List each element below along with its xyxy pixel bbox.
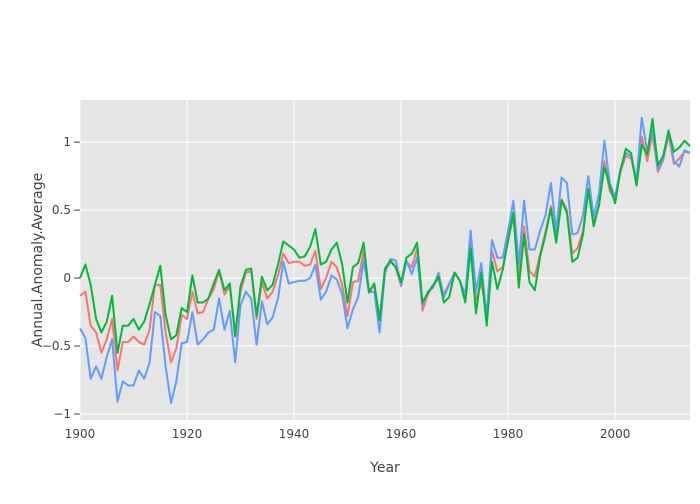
y-tick-label: −0.5 (42, 339, 71, 353)
x-tick-label: 1960 (386, 427, 417, 441)
x-tick-label: 1940 (279, 427, 310, 441)
y-tick-label: 1 (63, 135, 71, 149)
y-axis-ticks: −1 −0.5 0 0.5 1 (42, 135, 80, 421)
series-lines (79, 116, 691, 405)
x-tick-label: 1920 (172, 427, 203, 441)
x-axis-ticks: 1900 1920 1940 1960 1980 2000 (65, 427, 631, 441)
y-tick-label: 0 (63, 271, 71, 285)
y-axis-title: Annual.Anomaly.Average (30, 173, 46, 347)
x-axis-title: Year (369, 460, 400, 476)
y-tick-label: 0.5 (52, 203, 71, 217)
x-tick-label: 1980 (493, 427, 524, 441)
x-tick-label: 1900 (65, 427, 96, 441)
series-line-3 (79, 118, 691, 354)
plot-background (80, 100, 690, 420)
x-tick-label: 2000 (600, 427, 631, 441)
y-tick-label: −1 (53, 407, 71, 421)
